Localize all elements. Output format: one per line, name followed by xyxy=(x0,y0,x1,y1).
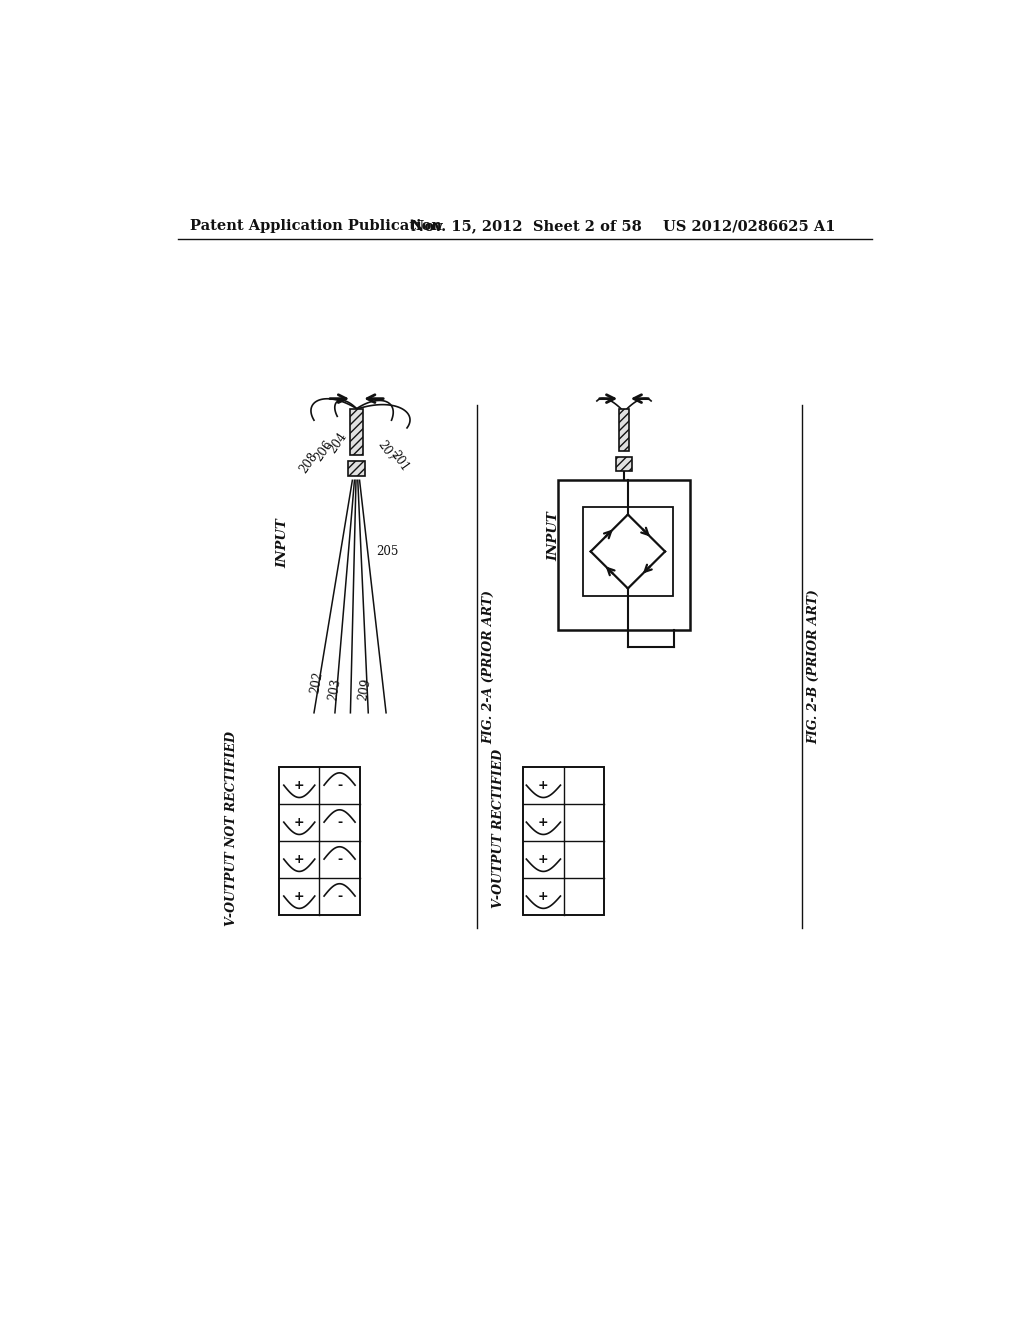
Text: +: + xyxy=(538,890,549,903)
Text: +: + xyxy=(294,890,304,903)
Bar xyxy=(616,457,632,471)
Text: -: - xyxy=(337,816,342,829)
Text: -: - xyxy=(337,890,342,903)
Text: INPUT: INPUT xyxy=(276,519,290,569)
Text: +: + xyxy=(294,779,304,792)
Text: 204: 204 xyxy=(326,430,349,457)
Bar xyxy=(523,767,604,915)
Text: V-OUTPUT NOT RECTIFIED: V-OUTPUT NOT RECTIFIED xyxy=(224,731,238,925)
Text: +: + xyxy=(538,779,549,792)
Text: 205: 205 xyxy=(377,545,398,557)
Text: FIG. 2-B (PRIOR ART): FIG. 2-B (PRIOR ART) xyxy=(807,589,820,744)
Text: Patent Application Publication: Patent Application Publication xyxy=(190,219,442,234)
Text: FIG. 2-A (PRIOR ART): FIG. 2-A (PRIOR ART) xyxy=(482,590,495,743)
Text: 202: 202 xyxy=(308,671,325,694)
Text: -: - xyxy=(337,779,342,792)
Bar xyxy=(618,409,630,451)
Text: +: + xyxy=(294,816,304,829)
Bar xyxy=(583,507,673,597)
Text: 206: 206 xyxy=(312,438,336,463)
Text: INPUT: INPUT xyxy=(548,511,561,561)
Text: 203: 203 xyxy=(327,677,343,702)
Text: 209: 209 xyxy=(356,677,373,702)
Bar xyxy=(350,409,362,455)
Text: +: + xyxy=(538,816,549,829)
Bar xyxy=(280,767,359,915)
Bar xyxy=(348,461,366,477)
Bar xyxy=(558,480,690,631)
Text: 208: 208 xyxy=(297,450,321,475)
Text: V-OUTPUT RECTIFIED: V-OUTPUT RECTIFIED xyxy=(492,748,505,908)
Text: Nov. 15, 2012  Sheet 2 of 58: Nov. 15, 2012 Sheet 2 of 58 xyxy=(411,219,642,234)
Text: -: - xyxy=(337,853,342,866)
Text: +: + xyxy=(294,853,304,866)
Text: 201: 201 xyxy=(387,449,411,474)
Text: +: + xyxy=(538,853,549,866)
Text: US 2012/0286625 A1: US 2012/0286625 A1 xyxy=(663,219,836,234)
Text: 207: 207 xyxy=(375,438,397,463)
